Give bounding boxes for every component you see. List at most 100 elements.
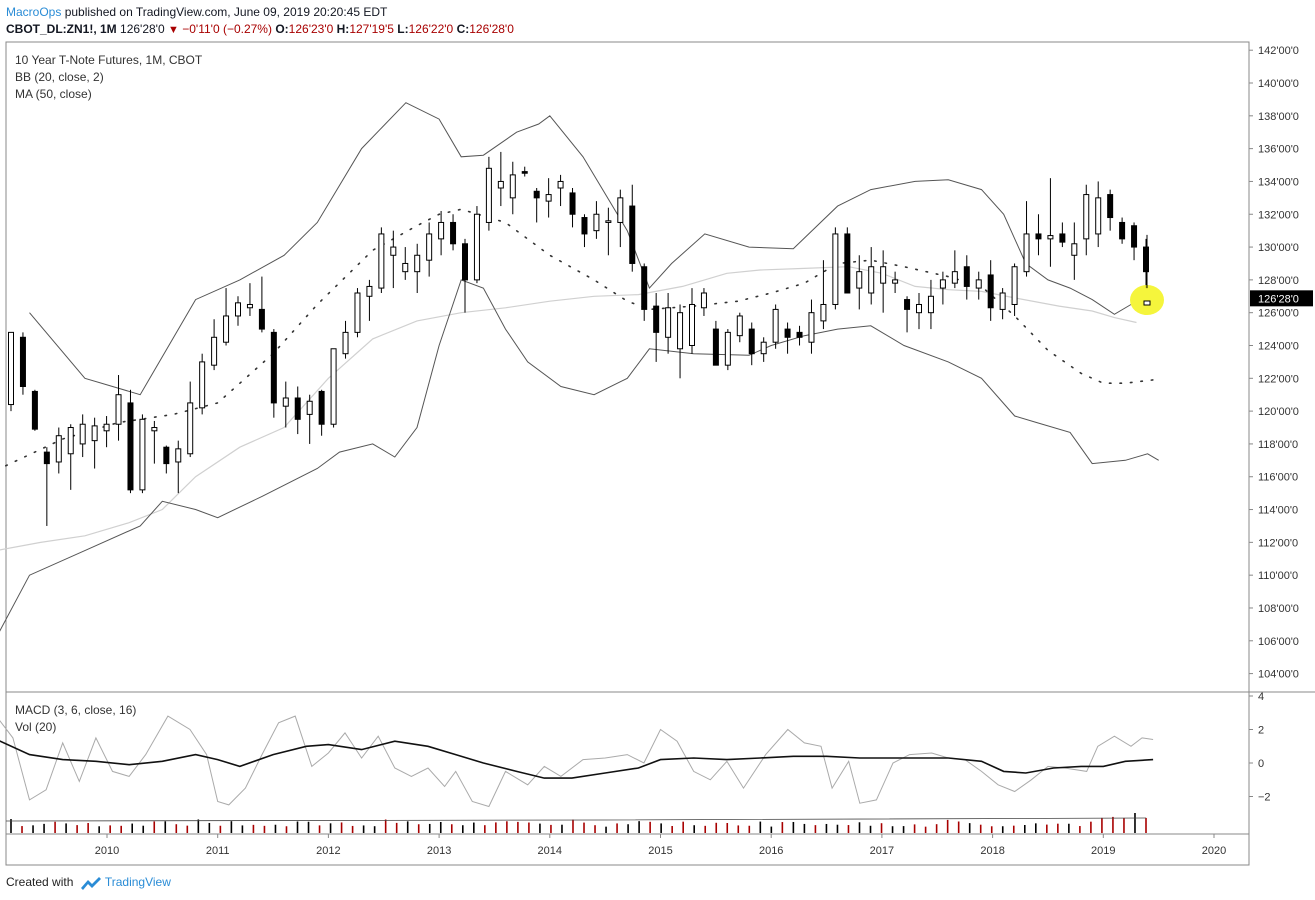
publish-info: published on TradingView.com, June 09, 2… xyxy=(64,5,388,19)
macd-signal-line xyxy=(0,740,1154,779)
candle-body xyxy=(1107,194,1114,219)
candle-body xyxy=(330,348,337,425)
time-tick-label: 2014 xyxy=(538,845,562,857)
candle-body xyxy=(712,328,719,366)
candle-body xyxy=(748,328,755,355)
price-tick-label: 118'00'0 xyxy=(1258,439,1298,451)
price-tick-label: 128'00'0 xyxy=(1258,275,1299,287)
legend-ma: MA (50, close) xyxy=(15,87,92,101)
ohlc-line: CBOT_DL:ZN1!, 1M 126'28'0 ▼ −0'11'0 (−0.… xyxy=(6,22,514,36)
candle-body xyxy=(270,331,277,404)
candle-body xyxy=(975,279,982,289)
candle-body xyxy=(43,451,50,465)
candle-body xyxy=(784,328,791,338)
candle-body xyxy=(438,221,445,240)
last-price: 126'28'0 xyxy=(120,22,165,36)
time-tick-label: 2013 xyxy=(427,845,451,857)
price-tick-label: 106'00'0 xyxy=(1258,636,1299,648)
candle-body xyxy=(91,425,98,442)
time-tick-label: 2015 xyxy=(648,845,672,857)
price-tick-label: 104'00'0 xyxy=(1258,669,1299,681)
candle-body xyxy=(294,397,301,420)
time-tick-label: 2017 xyxy=(870,845,894,857)
price-tick-label: 124'00'0 xyxy=(1258,340,1299,352)
macd-tick-label: 2 xyxy=(1258,725,1264,737)
candle-body xyxy=(211,336,218,366)
candle-body xyxy=(653,305,660,333)
candle-body xyxy=(378,233,385,289)
candle-body xyxy=(700,292,707,309)
low-label: L: xyxy=(397,22,409,36)
high-value: 127'19'5 xyxy=(349,22,394,36)
author-link[interactable]: MacroOps xyxy=(6,5,62,19)
candle-body xyxy=(736,315,743,337)
candle-body xyxy=(545,194,552,202)
candle-body xyxy=(462,243,468,281)
candle-body xyxy=(581,217,588,235)
last-candle-body xyxy=(1143,300,1151,306)
candle-body xyxy=(282,397,289,407)
candle-body xyxy=(258,308,265,330)
candle-body xyxy=(892,279,899,284)
open-label: O: xyxy=(275,22,289,36)
volume-ma-line xyxy=(5,817,1147,822)
candle-body xyxy=(1035,233,1042,240)
candle-body xyxy=(641,266,648,310)
candle-body xyxy=(509,174,516,199)
candle-body xyxy=(1083,194,1090,240)
macd-tick-label: 4 xyxy=(1258,691,1264,703)
candle-body xyxy=(617,197,624,223)
candle-body xyxy=(999,292,1006,310)
candle-body xyxy=(151,427,158,432)
candle-body xyxy=(1011,266,1018,305)
candle-body xyxy=(485,167,492,223)
candle-body xyxy=(1047,235,1054,240)
last-candle-highlight xyxy=(1130,285,1164,315)
candle-body xyxy=(569,192,576,215)
candle-body xyxy=(246,303,253,309)
price-tick-label: 132'00'0 xyxy=(1258,209,1299,221)
open-value: 126'23'0 xyxy=(288,22,334,36)
candle-body xyxy=(832,233,839,305)
candle-body xyxy=(939,279,946,289)
candle-body xyxy=(55,435,62,463)
candle-body xyxy=(796,331,803,338)
candle-body xyxy=(605,220,612,223)
candle-body xyxy=(199,361,206,409)
candle-body xyxy=(593,213,600,232)
candle-body xyxy=(115,394,122,425)
macd-line xyxy=(0,715,1154,808)
candle-body xyxy=(342,331,349,355)
price-tick-label: 136'00'0 xyxy=(1258,144,1299,156)
price-tick-label: 130'00'0 xyxy=(1258,242,1299,254)
price-tick-label: 122'00'0 xyxy=(1258,373,1299,385)
price-tick-label: 116'00'0 xyxy=(1258,472,1298,484)
candle-body xyxy=(987,274,994,309)
time-tick-label: 2019 xyxy=(1091,845,1115,857)
legend-vol: Vol (20) xyxy=(15,720,57,734)
last-price-label: 126'28'0 xyxy=(1258,293,1299,305)
candle-body xyxy=(689,303,695,346)
price-tick-label: 112'00'0 xyxy=(1258,537,1298,549)
candle-body xyxy=(868,266,875,294)
price-tick-label: 138'00'0 xyxy=(1258,111,1299,123)
time-tick-label: 2011 xyxy=(206,845,230,857)
macd-tick-label: 0 xyxy=(1258,758,1264,770)
bb-basis-line xyxy=(0,208,1154,470)
candle-body xyxy=(414,254,421,273)
candle-body xyxy=(426,233,433,261)
candle-body xyxy=(665,307,672,338)
candle-body xyxy=(844,233,851,294)
candle-body xyxy=(473,213,480,281)
candle-body xyxy=(808,312,815,343)
candle-body xyxy=(772,308,779,343)
price-tick-label: 140'00'0 xyxy=(1258,78,1299,90)
close-value: 126'28'0 xyxy=(469,22,514,36)
footer-tradingview-link[interactable]: TradingView xyxy=(104,875,171,889)
candle-body xyxy=(127,402,134,491)
macd-tick-label: −2 xyxy=(1258,792,1271,804)
candle-body xyxy=(8,331,14,406)
candle-body xyxy=(31,390,38,430)
time-tick-label: 2018 xyxy=(980,845,1004,857)
